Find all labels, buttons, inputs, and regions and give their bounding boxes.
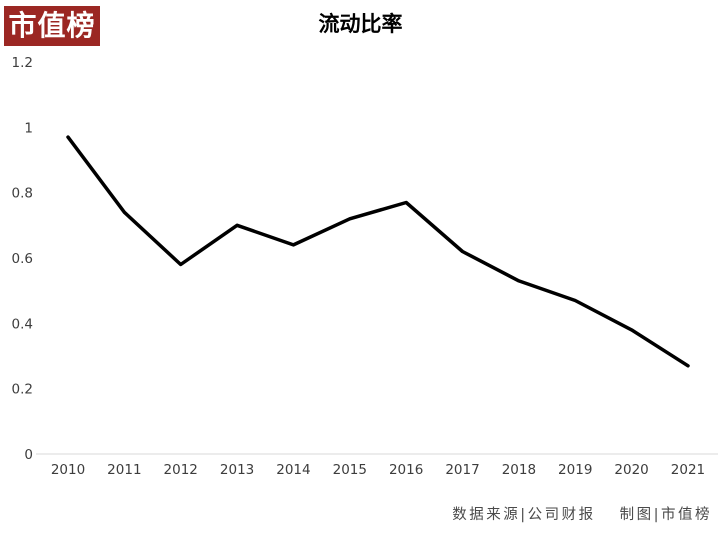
x-tick-label: 2010 bbox=[51, 462, 85, 478]
chart-credit-label: 制图|市值榜 bbox=[619, 507, 712, 523]
y-tick-label: 0.8 bbox=[12, 186, 33, 202]
x-tick-label: 2017 bbox=[445, 462, 479, 478]
y-tick-label: 0.4 bbox=[12, 316, 33, 332]
y-tick-label: 1.2 bbox=[12, 55, 33, 71]
x-tick-label: 2018 bbox=[502, 462, 536, 478]
footer-credits: 数据来源|公司财报 制图|市值榜 bbox=[452, 503, 712, 524]
data-series-line bbox=[66, 135, 690, 368]
x-tick-label: 2020 bbox=[614, 462, 648, 478]
x-tick-label: 2019 bbox=[558, 462, 592, 478]
x-tick-label: 2014 bbox=[276, 462, 310, 478]
y-tick-label: 0.6 bbox=[12, 251, 33, 267]
data-source-label: 数据来源|公司财报 bbox=[452, 507, 596, 523]
x-tick-label: 2013 bbox=[220, 462, 254, 478]
x-tick-label: 2021 bbox=[671, 462, 705, 478]
x-tick-label: 2012 bbox=[164, 462, 198, 478]
y-tick-label: 0 bbox=[24, 447, 33, 463]
chart-title: 流动比率 bbox=[318, 12, 403, 36]
brand-badge: 市值榜 bbox=[4, 6, 100, 46]
y-tick-label: 0.2 bbox=[12, 382, 33, 398]
x-tick-label: 2011 bbox=[107, 462, 141, 478]
x-tick-label: 2016 bbox=[389, 462, 423, 478]
y-tick-label: 1 bbox=[24, 120, 33, 136]
x-tick-label: 2015 bbox=[333, 462, 367, 478]
